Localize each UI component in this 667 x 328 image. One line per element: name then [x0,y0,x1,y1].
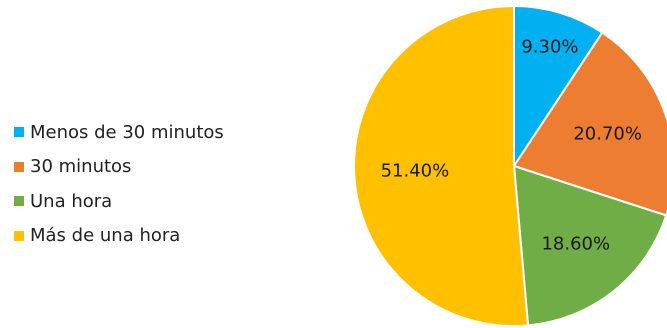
slice-value-label-3: 51.40% [381,160,450,181]
pie-slices [353,4,667,327]
legend-swatch [14,196,24,206]
legend-swatch [14,230,24,241]
legend-item-una-hora: Una hora [14,187,224,215]
legend-item-mas-de-una-hora: Más de una hora [14,222,224,250]
legend-label: Menos de 30 minutos [30,121,224,143]
legend-label: 30 minutos [30,156,132,177]
pie-slice-2 [512,164,667,327]
pie-labels: 9.30% 20.70% 18.60% 51.40% [381,36,642,254]
pie-slice-3 [353,4,530,327]
legend-swatch [14,161,24,172]
pie-slice-1 [512,31,667,217]
pie-slice-0 [513,4,604,170]
legend-item-30-minutos: 30 minutos [14,153,224,181]
slice-value-label-0: 9.30% [521,36,578,57]
slice-value-label-1: 20.70% [573,123,642,144]
legend-label: Una hora [30,190,113,212]
legend: Menos de 30 minutos 30 minutos Una hora … [14,118,224,256]
legend-label: Más de una hora [30,225,181,246]
legend-item-menos-de-30-minutos: Menos de 30 minutos [14,118,224,146]
slice-value-label-2: 18.60% [541,234,610,255]
legend-swatch [14,127,24,137]
